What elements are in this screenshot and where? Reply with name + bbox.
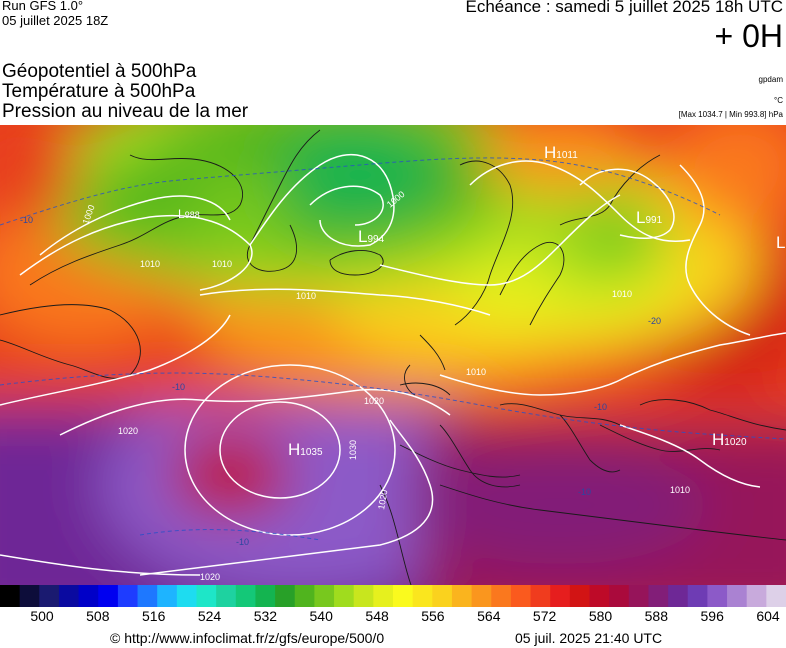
color-bar-swatch: [530, 585, 551, 607]
low-center-edge: L: [776, 233, 785, 252]
color-bar-tick-label: 572: [532, 608, 557, 624]
isobar-label: 1010: [212, 259, 232, 269]
render-timestamp: 05 juil. 2025 21:40 UTC: [515, 630, 663, 646]
color-bar-tick-label: 596: [700, 608, 724, 624]
color-bar-swatch: [648, 585, 669, 607]
isotherm-labels: -20 -10 -10 -10 -10 -10: [20, 215, 661, 547]
isobar-label: 1020: [376, 489, 389, 510]
color-bar-swatch: [294, 585, 315, 607]
isotherm-label: -10: [172, 382, 185, 392]
color-bar-swatch: [334, 585, 355, 607]
color-bar-swatch: [766, 585, 786, 607]
color-bar-swatch: [569, 585, 590, 607]
title-pressure: Pression au niveau de la mer: [2, 101, 249, 122]
color-bar-swatch: [196, 585, 217, 607]
color-bar-tick-label: 516: [142, 608, 166, 624]
low-center-988: L988: [178, 207, 200, 221]
color-bar: [0, 585, 786, 607]
color-bar-ticks: 500 508 516 524 532 540 548 556 564 572 580 588 596 6…: [0, 608, 786, 628]
color-bar-swatch: [609, 585, 630, 607]
color-bar-swatch: [176, 585, 197, 607]
isotherm-label: -10: [578, 487, 591, 497]
isobar-label: 1020: [364, 396, 384, 406]
color-bar-tick-label: 564: [477, 608, 501, 624]
color-bar-swatch: [117, 585, 139, 607]
color-bar-swatch: [157, 585, 178, 607]
color-bar-swatch: [98, 585, 119, 607]
color-bar-tick-label: 548: [365, 608, 389, 624]
color-bar-tick-label: 524: [197, 608, 222, 624]
color-bar-swatch: [255, 585, 276, 607]
color-bar-swatch: [412, 585, 433, 607]
color-bar-swatch: [432, 585, 453, 607]
isotherms: [0, 157, 786, 541]
color-bar-swatch: [550, 585, 571, 607]
isobars: [0, 154, 786, 576]
title-geopotential: Géopotentiel à 500hPa: [2, 61, 197, 82]
color-bar-swatch: [216, 585, 237, 607]
isotherm-label: -20: [648, 316, 661, 326]
color-bar-swatch: [687, 585, 708, 607]
color-bar-swatch: [471, 585, 492, 607]
color-bar-swatch: [373, 585, 394, 607]
isobar-label: 1020: [200, 572, 220, 582]
color-bar-swatch: [451, 585, 473, 607]
run-date: 05 juillet 2025 18Z: [2, 13, 109, 28]
color-bar-swatch: [58, 585, 80, 607]
isobar-label: 1010: [296, 291, 316, 301]
isotherm-label: -10: [20, 215, 33, 225]
isotherm-label: -10: [236, 537, 249, 547]
color-bar-tick-label: 500: [30, 608, 54, 624]
color-bar-swatch: [235, 585, 256, 607]
isobar-label: 1030: [348, 440, 358, 460]
color-bar-swatch: [39, 585, 60, 607]
color-bar-swatch: [707, 585, 728, 607]
color-bar-swatch: [137, 585, 158, 607]
forecast-hour: + 0H: [714, 18, 783, 54]
coastlines: [0, 129, 786, 585]
color-bar-swatch: [19, 585, 40, 607]
color-bar-swatch: [727, 585, 748, 607]
run-label: Run GFS 1.0°: [2, 0, 84, 13]
color-bar-swatch: [668, 585, 689, 607]
color-bar-tick-label: 604: [756, 608, 780, 624]
isobar-label: 1010: [670, 485, 690, 495]
source-url: © http://www.infoclimat.fr/z/gfs/europe/…: [110, 630, 385, 646]
color-bar-tick-label: 588: [644, 608, 668, 624]
echeance-label: Echéance : samedi 5 juillet 2025 18h UTC: [465, 0, 783, 16]
unit-temperature: °C: [774, 96, 783, 105]
unit-gpdam: gpdam: [758, 75, 783, 84]
color-bar-tick-label: 508: [86, 608, 110, 624]
isobar-label: 1010: [466, 367, 486, 377]
geopotential-field: [0, 125, 786, 585]
isobar-label: 1010: [140, 259, 160, 269]
color-bar-swatch: [0, 585, 21, 607]
isobar-label: 1020: [118, 426, 138, 436]
color-bar-swatch: [353, 585, 374, 607]
isobar-label: 1010: [612, 289, 632, 299]
color-bar-tick-label: 540: [309, 608, 333, 624]
weather-map: H1011 L991 L994 L988 H1035 H1020 L 1000 …: [0, 125, 786, 585]
color-bar-swatch: [589, 585, 610, 607]
isotherm-label: -10: [594, 402, 607, 412]
color-bar-swatch: [746, 585, 767, 607]
pressure-minmax: [Max 1034.7 | Min 993.8] hPa: [678, 110, 783, 119]
color-bar-swatch: [78, 585, 99, 607]
color-bar-tick-label: 580: [588, 608, 613, 624]
header: Run GFS 1.0° 05 juillet 2025 18Z Echéanc…: [0, 0, 786, 125]
title-temperature: Température à 500hPa: [2, 81, 196, 102]
color-bar-swatch: [314, 585, 335, 607]
color-bar-swatch: [275, 585, 296, 607]
color-bar-tick-label: 556: [421, 608, 445, 624]
color-bar-swatch: [491, 585, 512, 607]
color-bar-swatch: [393, 585, 414, 607]
color-bar-swatch: [510, 585, 532, 607]
color-bar-tick-label: 532: [253, 608, 278, 624]
color-bar-swatch: [628, 585, 649, 607]
